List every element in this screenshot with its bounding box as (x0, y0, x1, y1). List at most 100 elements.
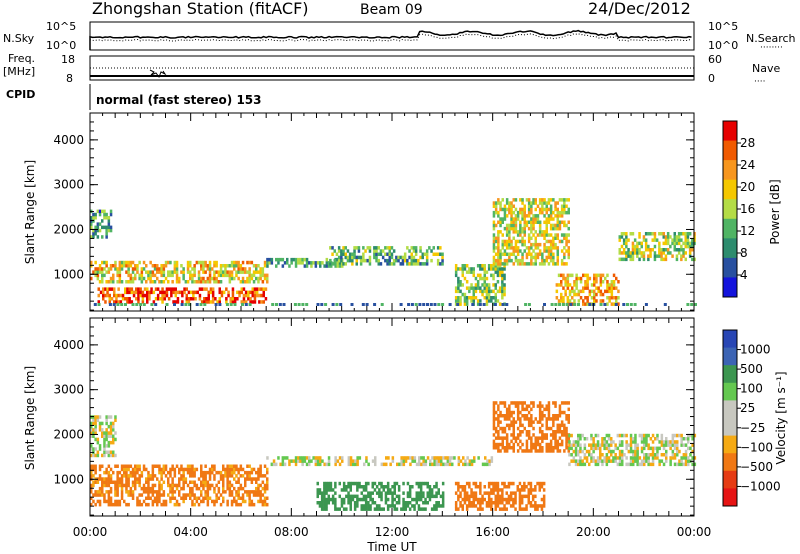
data-cell (468, 497, 471, 502)
data-cell (105, 228, 108, 233)
data-cell (417, 262, 420, 266)
data-cell (92, 216, 95, 220)
data-cell (485, 276, 489, 281)
data-cell (344, 252, 347, 256)
data-cell (459, 296, 462, 300)
data-cell (424, 497, 427, 502)
data-cell (235, 480, 238, 484)
data-cell (492, 491, 495, 495)
data-cell (98, 444, 102, 448)
data-cell (318, 501, 322, 505)
data-cell (549, 233, 553, 237)
data-cell (297, 303, 301, 306)
data-cell (180, 264, 183, 268)
data-cell (244, 303, 248, 306)
data-cell (595, 276, 598, 281)
data-cell (142, 490, 146, 494)
data-cell (530, 407, 533, 412)
data-cell (521, 236, 524, 240)
data-cell (342, 507, 346, 511)
data-cell (186, 264, 190, 268)
data-cell (689, 453, 692, 457)
data-cell (191, 493, 194, 497)
data-cell (356, 459, 359, 463)
data-cell (463, 488, 467, 492)
data-cell (691, 456, 694, 460)
colorbar-swatch (723, 257, 737, 278)
data-cell (441, 494, 445, 499)
data-cell (109, 450, 113, 454)
data-cell (691, 238, 694, 242)
data-cell (494, 264, 497, 268)
data-cell (565, 433, 568, 437)
data-cell (259, 490, 262, 494)
data-cell (618, 459, 622, 463)
data-cell (266, 480, 269, 484)
data-cell (549, 442, 553, 447)
data-cell (565, 198, 568, 202)
data-cell (540, 497, 544, 502)
data-cell (616, 433, 620, 438)
data-cell (129, 260, 133, 265)
data-cell (181, 293, 184, 298)
data-cell (218, 297, 221, 301)
data-cell (516, 410, 520, 415)
data-cell (647, 462, 650, 467)
data-cell (505, 233, 509, 237)
data-cell (470, 270, 473, 274)
data-cell (107, 453, 111, 458)
data-cell (380, 303, 384, 306)
data-cell (545, 230, 548, 234)
data-cell (98, 486, 102, 491)
data-cell (632, 453, 635, 457)
data-cell (244, 470, 247, 475)
data-cell (118, 477, 122, 481)
data-cell (532, 262, 535, 266)
data-cell (323, 501, 326, 505)
data-cell (414, 303, 418, 306)
data-cell (264, 297, 268, 301)
data-cell (570, 459, 573, 463)
data-cell (244, 300, 248, 304)
data-cell (534, 258, 537, 263)
data-cell (333, 249, 336, 253)
data-cell (164, 474, 168, 478)
data-cell (525, 414, 529, 418)
data-cell (556, 414, 559, 418)
data-cell (505, 223, 509, 228)
data-cell (182, 493, 185, 497)
data-cell (476, 302, 480, 306)
data-cell (476, 273, 480, 278)
data-cell (189, 270, 192, 274)
data-cell (124, 303, 127, 306)
data-cell (616, 446, 620, 451)
data-cell (532, 433, 535, 437)
data-cell (138, 480, 141, 484)
data-cell (514, 258, 518, 263)
data-cell (172, 287, 175, 291)
data-cell (501, 303, 505, 306)
data-cell (563, 204, 566, 208)
data-cell (349, 459, 353, 463)
data-cell (596, 433, 600, 438)
data-cell (347, 459, 351, 463)
data-cell (658, 462, 661, 467)
data-cell (505, 491, 508, 495)
data-cell (558, 407, 562, 412)
data-cell (534, 494, 537, 499)
data-cell (171, 477, 174, 481)
data-cell (426, 303, 429, 306)
data-cell (556, 236, 559, 240)
data-cell (131, 496, 135, 500)
data-cell (206, 267, 210, 271)
data-cell (516, 239, 520, 244)
data-cell (116, 280, 119, 284)
data-cell (138, 477, 141, 481)
data-cell (98, 209, 102, 214)
data-cell (634, 453, 637, 457)
data-cell (364, 501, 368, 505)
data-cell (582, 273, 585, 278)
data-cell (523, 426, 526, 431)
